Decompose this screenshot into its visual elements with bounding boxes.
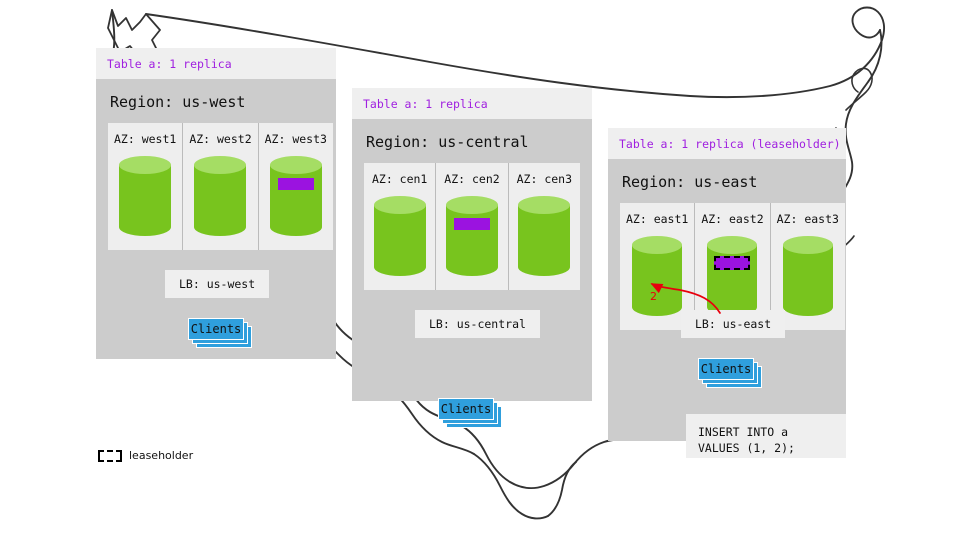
lb-box-us-central[interactable]: LB: us-central [415,310,540,338]
clients-label-us-central[interactable]: Clients [438,398,494,420]
az-label-east2: AZ: east2 [701,212,764,226]
lb-box-us-east[interactable]: LB: us-east [681,310,786,338]
cylinder-top [445,196,498,214]
replica-marker-east2-leaseholder [714,256,751,270]
region-panel-us-west: Table a: 1 replica Region: us-west AZ: w… [96,48,336,359]
panel-title-us-central: Table a: 1 replica [352,88,592,119]
panel-body-us-west: Region: us-west AZ: west1 AZ: west2 [96,79,336,359]
clients-button-us-central[interactable]: Clients [438,398,504,428]
cylinder-top [194,156,247,174]
az-cell-west2[interactable]: AZ: west2 [183,123,259,250]
cylinder-body [269,165,322,227]
cylinder-cen1 [373,196,426,276]
cylinder-body [373,205,426,267]
region-panel-us-east: Table a: 1 replica (leaseholder) Region:… [608,128,846,441]
az-row-us-west: AZ: west1 AZ: west2 [108,123,333,250]
lb-box-us-west[interactable]: LB: us-west [165,270,270,298]
az-label-west1: AZ: west1 [114,132,177,146]
arrow-step-label: 2 [650,290,657,303]
cylinder-body [518,205,571,267]
legend-leaseholder: leaseholder [98,449,193,462]
az-cell-west1[interactable]: AZ: west1 [108,123,184,250]
cylinder-bottom [518,258,571,276]
region-label-us-east: Region: us-east [622,173,758,191]
legend-label: leaseholder [129,449,194,462]
region-panel-us-central: Table a: 1 replica Region: us-central AZ… [352,88,592,428]
az-cell-cen2[interactable]: AZ: cen2 [436,163,509,290]
az-cell-west3[interactable]: AZ: west3 [258,123,333,250]
cylinder-west2 [194,156,247,236]
cylinder-cen3 [518,196,571,276]
cylinder-bottom [373,258,426,276]
replica-marker-cen2 [453,218,490,230]
cylinder-bottom [632,298,683,316]
cylinder-cen2 [445,196,498,276]
az-label-west2: AZ: west2 [189,132,252,146]
cylinder-top [782,236,833,254]
az-label-west3: AZ: west3 [264,132,327,146]
sql-statement-box: INSERT INTO a VALUES (1, 2); [686,414,846,458]
cylinder-east3 [782,236,833,316]
az-row-us-central: AZ: cen1 AZ: cen2 [364,163,580,290]
az-label-cen2: AZ: cen2 [444,172,500,186]
cylinder-west1 [119,156,172,236]
region-label-us-west: Region: us-west [110,93,246,111]
clients-button-us-east[interactable]: Clients [698,358,764,388]
dashed-rect-swatch [98,449,122,462]
clients-label-us-west[interactable]: Clients [188,318,244,340]
cylinder-west3 [269,156,322,236]
az-label-east3: AZ: east3 [776,212,839,226]
cylinder-bottom [782,298,833,316]
az-label-cen3: AZ: cen3 [516,172,573,186]
clients-label-us-east[interactable]: Clients [698,358,754,380]
panel-body-us-central: Region: us-central AZ: cen1 AZ: cen2 [352,119,592,401]
cylinder-body [445,205,498,267]
cylinder-east1 [632,236,683,316]
az-cell-east2[interactable]: AZ: east2 [695,203,771,330]
region-label-us-central: Region: us-central [366,133,529,151]
cylinder-body [782,245,833,307]
replica-marker-west3 [277,178,314,190]
cylinder-top [632,236,683,254]
panel-body-us-east: Region: us-east AZ: east1 AZ: east2 [608,159,846,441]
az-label-cen1: AZ: cen1 [371,172,428,186]
cylinder-east2 [707,236,758,316]
cylinder-bottom [445,258,498,276]
cylinder-top [373,196,426,214]
cylinder-top [707,236,758,254]
panel-title-us-east: Table a: 1 replica (leaseholder) [608,128,846,159]
az-cell-cen3[interactable]: AZ: cen3 [508,163,580,290]
cylinder-top [269,156,322,174]
cylinder-bottom [269,218,322,236]
cylinder-bottom [194,218,247,236]
cylinder-top [518,196,571,214]
az-label-east1: AZ: east1 [626,212,689,226]
cylinder-top [119,156,172,174]
cylinder-body [194,165,247,227]
clients-button-us-west[interactable]: Clients [188,318,254,348]
az-cell-east3[interactable]: AZ: east3 [770,203,845,330]
az-cell-cen1[interactable]: AZ: cen1 [364,163,437,290]
panel-title-us-west: Table a: 1 replica [96,48,336,79]
cylinder-bottom [119,218,172,236]
cylinder-body [119,165,172,227]
